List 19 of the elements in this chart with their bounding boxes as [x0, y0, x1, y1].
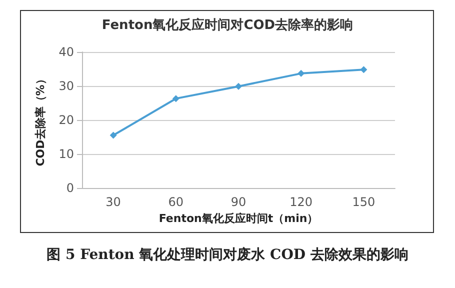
point — [298, 70, 305, 77]
x-tick-label: 120 — [290, 195, 313, 209]
point — [235, 82, 242, 90]
x-axis-title: Fenton氧化反应时间t（min） — [158, 212, 318, 225]
y-tick-label: 20 — [58, 113, 74, 127]
chart-title: Fenton氧化反应时间对COD去除率的影响 — [102, 17, 354, 33]
y-tick-label: 0 — [66, 181, 74, 195]
point — [172, 95, 180, 102]
point — [110, 132, 117, 139]
y-tick-label: 30 — [58, 79, 74, 93]
caption: 图 5 Fenton 氧化处理时间对废水 COD 去除效果的影响 — [46, 246, 410, 264]
point — [360, 66, 368, 74]
x-tick-label: 60 — [168, 195, 184, 209]
y-tick-label: 10 — [58, 147, 74, 161]
y-tick-label: 40 — [58, 45, 74, 59]
x-tick-label: 30 — [106, 195, 121, 209]
x-tick-label: 150 — [352, 195, 376, 209]
y-axis-title: COD去除率（%） — [34, 74, 47, 166]
x-tick-label: 90 — [230, 195, 246, 209]
